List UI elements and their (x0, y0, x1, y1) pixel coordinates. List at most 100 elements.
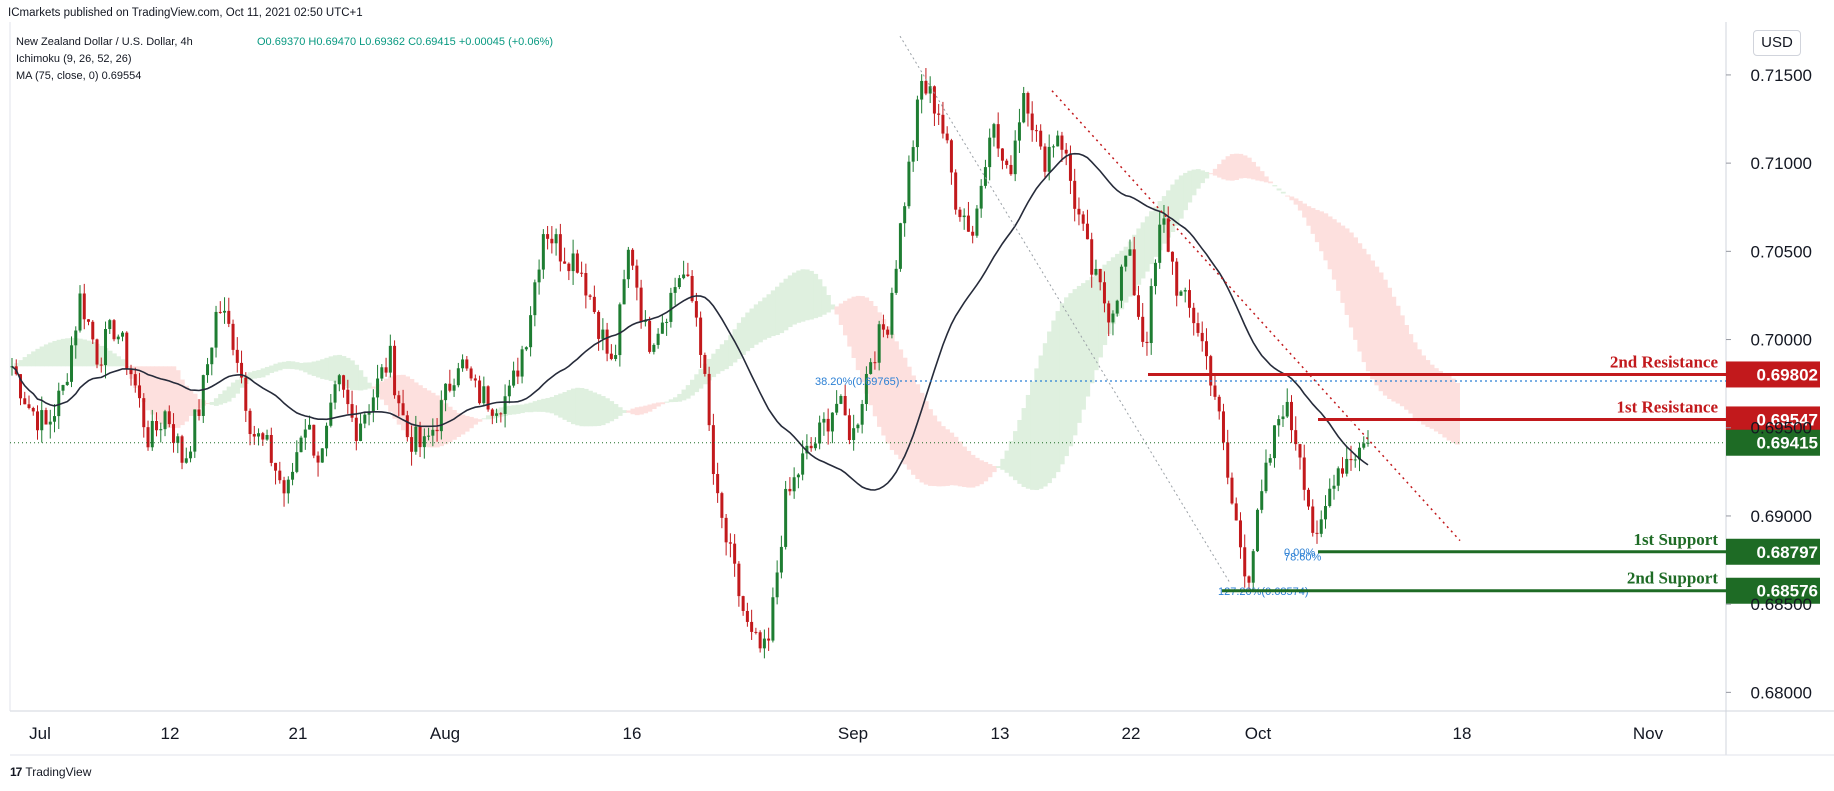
candle-body (431, 429, 435, 436)
cloud-segment (1361, 248, 1367, 363)
cloud-segment (1178, 175, 1184, 219)
cloud-segment (1076, 285, 1082, 423)
cloud-segment (741, 317, 746, 355)
cloud-segment (1140, 222, 1146, 279)
candle-body (155, 420, 159, 431)
y-tick-label: 0.71500 (1751, 66, 1812, 85)
cloud-segment (677, 393, 683, 402)
cloud-segment (426, 390, 432, 448)
candle-body (1153, 262, 1157, 287)
legend-ohlc: O0.69370 H0.69470 L0.69362 C0.69415 +0.0… (257, 36, 554, 48)
candle-body (48, 421, 52, 425)
x-tick-label: 16 (623, 724, 642, 743)
level-price-tag (1726, 538, 1820, 565)
legend-ichimoku[interactable]: Ichimoku (9, 26, 52, 26) (16, 53, 132, 65)
candle-body (826, 418, 830, 432)
candle-body (745, 610, 749, 622)
tradingview-brand[interactable]: 17 TradingView (10, 765, 91, 779)
cloud-segment (1000, 458, 1006, 470)
candle-body (635, 265, 639, 288)
candle-body (911, 147, 915, 162)
cloud-segment (604, 398, 610, 424)
candle-body (1357, 447, 1361, 460)
candle-body (1022, 93, 1026, 123)
cloud-segment (1421, 355, 1426, 425)
cloud-segment (1370, 260, 1375, 380)
cloud-segment (711, 353, 717, 378)
cloud-segment (1234, 153, 1239, 180)
candle-body (299, 437, 303, 453)
candle-body (809, 445, 813, 449)
cloud-segment (609, 401, 615, 422)
legend-ma[interactable]: MA (75, close, 0) 0.69554 (16, 70, 142, 82)
candle-body (1200, 332, 1204, 342)
cloud-segment (745, 312, 751, 352)
cloud-segment (422, 388, 428, 446)
candle-body (626, 249, 630, 280)
cloud-segment (269, 365, 275, 373)
candles (10, 68, 1370, 659)
candle-body (1183, 290, 1187, 292)
candle-body (873, 362, 877, 364)
cloud-segment (1442, 373, 1448, 438)
cloud-segment (99, 345, 104, 367)
candle-body (1034, 130, 1038, 132)
cloud-segment (1387, 287, 1392, 399)
cloud-segment (736, 322, 742, 359)
cloud-segment (1068, 293, 1074, 447)
candle-body (699, 317, 703, 355)
cloud-segment (60, 338, 66, 367)
level-price-label: 0.69547 (1757, 410, 1818, 429)
candle-body (286, 479, 290, 494)
cloud-segment (35, 348, 41, 367)
candle-body (95, 339, 99, 365)
candle-body (482, 386, 486, 404)
candle-body (796, 474, 800, 478)
y-tick-label: 0.69000 (1751, 507, 1812, 526)
candle-body (133, 374, 137, 386)
candle-body (524, 347, 528, 350)
cloud-segment (638, 406, 644, 415)
cloud-segment (256, 370, 262, 378)
cloud-segment (1059, 303, 1065, 465)
cloud-segment (647, 404, 653, 412)
candle-body (210, 347, 214, 365)
candle-body (1175, 261, 1179, 296)
cloud-segment (957, 441, 963, 487)
candle-body (1013, 140, 1017, 175)
candle-body (61, 385, 65, 391)
candle-body (427, 435, 431, 437)
cloud-segment (507, 405, 513, 415)
candle-body (1149, 286, 1153, 344)
cloud-segment (1051, 320, 1057, 479)
candle-body (129, 369, 133, 375)
cloud-segment (996, 466, 1001, 468)
candle-body (818, 422, 822, 444)
candle-body (376, 378, 380, 398)
cloud-segment (732, 329, 738, 363)
candle-body (847, 415, 851, 441)
legend-symbol: New Zealand Dollar / U.S. Dollar, 4h (16, 36, 193, 48)
candle-body (125, 332, 129, 370)
candle-body (779, 546, 783, 573)
cloud-segment (366, 382, 372, 389)
candle-body (231, 323, 235, 350)
candle-body (529, 315, 533, 348)
candle-body (792, 477, 796, 492)
candle-body (597, 311, 601, 339)
cloud-segment (821, 286, 827, 315)
candle-body (1039, 130, 1043, 147)
cloud-segment (1365, 254, 1371, 372)
cloud-segment (570, 388, 576, 425)
cloud-segment (252, 370, 258, 379)
candle-body (1260, 491, 1264, 510)
cloud-segment (979, 460, 984, 485)
currency-button[interactable]: USD (1753, 30, 1801, 56)
cloud-segment (1021, 408, 1027, 487)
candle-body (70, 345, 74, 382)
candle-body (1111, 313, 1115, 323)
cloud-segment (162, 366, 168, 428)
candle-body (1073, 180, 1077, 209)
candle-body (856, 424, 860, 429)
